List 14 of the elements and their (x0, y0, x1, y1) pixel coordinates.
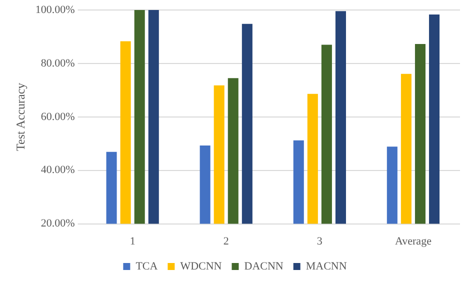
x-tick-label: 1 (130, 235, 136, 248)
legend-label: DACNN (244, 260, 284, 272)
x-tick-label: 3 (316, 235, 323, 248)
y-tick-label: 80.00% (40, 57, 75, 70)
y-axis-title: Test Accuracy (13, 82, 28, 151)
legend-label: MACNN (306, 260, 347, 272)
y-tick-label: 20.00% (40, 218, 75, 230)
x-tick-label: Average (395, 235, 432, 248)
y-tick-label: 100.00% (35, 4, 75, 16)
legend-label: WDCNN (180, 260, 222, 272)
y-tick-label: 40.00% (40, 164, 75, 176)
y-tick-label: 60.00% (40, 110, 75, 123)
legend-label: TCA (136, 260, 158, 272)
x-tick-label: 2 (223, 235, 229, 248)
